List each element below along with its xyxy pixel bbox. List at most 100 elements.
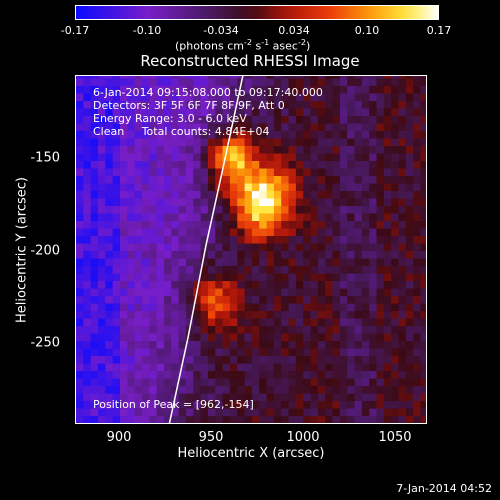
- heatmap-cell: [215, 235, 224, 244]
- heatmap-cell: [266, 287, 275, 297]
- heatmap-cell: [310, 100, 319, 109]
- heatmap-cell: [193, 235, 202, 244]
- heatmap-cell: [405, 385, 414, 394]
- heatmap-cell: [383, 302, 392, 312]
- heatmap-cell: [156, 212, 165, 222]
- heatmap-cell: [398, 385, 407, 394]
- heatmap-cell: [237, 92, 246, 101]
- heatmap-cell: [156, 287, 165, 297]
- heatmap-cell: [354, 92, 363, 101]
- heatmap-cell: [178, 385, 187, 394]
- heatmap-cell: [266, 415, 275, 423]
- heatmap-cell: [237, 362, 246, 372]
- heatmap-cell: [391, 377, 400, 387]
- heatmap-cell: [398, 107, 407, 116]
- heatmap-cell: [134, 182, 143, 192]
- heatmap-cell: [141, 212, 150, 222]
- heatmap-cell: [376, 220, 385, 229]
- heatmap-cell: [391, 340, 400, 349]
- heatmap-cell: [310, 92, 319, 101]
- heatmap-cell: [244, 182, 253, 192]
- heatmap-cell: [163, 295, 172, 304]
- heatmap-cell: [193, 407, 202, 417]
- heatmap-cell: [90, 100, 99, 109]
- colorbar-tick: -0.034: [203, 24, 239, 37]
- heatmap-cell: [266, 145, 275, 154]
- heatmap-cell: [339, 100, 348, 109]
- heatmap-cell: [398, 100, 407, 109]
- heatmap-cell: [339, 310, 348, 319]
- heatmap-cell: [376, 85, 385, 94]
- heatmap-cell: [251, 332, 260, 342]
- heatmap-cell: [105, 302, 114, 312]
- heatmap-cell: [200, 415, 209, 423]
- heatmap-cell: [369, 415, 378, 423]
- heatmap-cell: [112, 370, 121, 379]
- heatmap-cell: [288, 76, 297, 79]
- heatmap-cell: [251, 265, 260, 274]
- heatmap-cell: [303, 400, 312, 409]
- heatmap-cell: [354, 295, 363, 304]
- heatmap-cell: [215, 265, 224, 274]
- heatmap-cell: [405, 122, 414, 131]
- heatmap-cell: [141, 115, 150, 124]
- heatmap-cell: [303, 212, 312, 222]
- heatmap-cell: [259, 92, 268, 101]
- heatmap-cell: [207, 182, 216, 192]
- heatmap-cell: [119, 227, 128, 237]
- heatmap-cell: [156, 415, 165, 423]
- heatmap-cell: [97, 332, 106, 342]
- heatmap-cell: [288, 167, 297, 177]
- heatmap-cell: [83, 377, 92, 387]
- heatmap-cell: [281, 167, 290, 177]
- heatmap-cell: [127, 302, 136, 312]
- heatmap-cell: [339, 145, 348, 154]
- heatmap-cell: [325, 370, 334, 379]
- heatmap-cell: [281, 355, 290, 364]
- heatmap-cell: [97, 175, 106, 184]
- heatmap-cell: [383, 362, 392, 372]
- heatmap-cell: [207, 250, 216, 259]
- heatmap-cell: [259, 265, 268, 274]
- heatmap-cell: [303, 332, 312, 342]
- heatmap-cell: [149, 220, 158, 229]
- heatmap-cell: [405, 212, 414, 222]
- heatmap-cell: [229, 377, 238, 387]
- heatmap-cell: [391, 107, 400, 116]
- heatmap-cell: [97, 362, 106, 372]
- heatmap-cell: [325, 160, 334, 169]
- heatmap-cell: [325, 385, 334, 394]
- heatmap-cell: [97, 122, 106, 131]
- heatmap-cell: [163, 332, 172, 342]
- heatmap-cell: [83, 85, 92, 94]
- heatmap-cell: [266, 85, 275, 94]
- heatmap-cell: [76, 317, 84, 327]
- heatmap-cell: [244, 85, 253, 94]
- heatmap-cell: [97, 415, 106, 423]
- heatmap-cell: [347, 197, 356, 207]
- heatmap-cell: [237, 265, 246, 274]
- heatmap-cell: [222, 235, 231, 244]
- heatmap-cell: [383, 287, 392, 297]
- heatmap-cell: [259, 115, 268, 124]
- heatmap-cell: [259, 137, 268, 146]
- heatmap-cell: [178, 122, 187, 131]
- heatmap-cell: [127, 85, 136, 94]
- heatmap-cell: [266, 197, 275, 207]
- heatmap-cell: [200, 340, 209, 349]
- heatmap-cell: [405, 115, 414, 124]
- heatmap-cell: [332, 137, 341, 146]
- heatmap-cell: [215, 167, 224, 177]
- heatmap-cell: [244, 145, 253, 154]
- heatmap-cell: [76, 92, 84, 101]
- heatmap-cell: [83, 100, 92, 109]
- heatmap-cell: [127, 220, 136, 229]
- heatmap-cell: [83, 392, 92, 402]
- heatmap-cell: [398, 182, 407, 192]
- heatmap-cell: [420, 347, 426, 357]
- heatmap-cell: [105, 407, 114, 417]
- heatmap-cell: [317, 310, 326, 319]
- heatmap-cell: [310, 400, 319, 409]
- heatmap-cell: [332, 76, 341, 79]
- heatmap-cell: [156, 280, 165, 289]
